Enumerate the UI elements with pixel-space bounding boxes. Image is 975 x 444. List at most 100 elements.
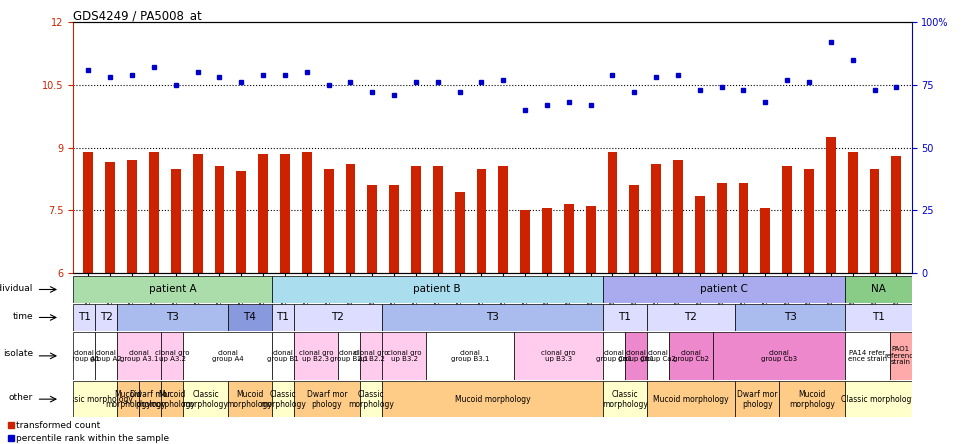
Text: Dwarf mor
phology: Dwarf mor phology	[737, 390, 777, 408]
Bar	[760, 208, 770, 273]
Bar	[735, 304, 845, 331]
Bar	[360, 381, 382, 417]
Bar	[171, 169, 180, 273]
Text: clonal
group A4: clonal group A4	[212, 349, 244, 362]
Text: clonal gro
up B3.3: clonal gro up B3.3	[541, 349, 576, 362]
Text: clonal
group Ca2: clonal group Ca2	[640, 349, 676, 362]
Bar	[826, 137, 836, 273]
Text: clonal
group Ca1: clonal group Ca1	[596, 349, 632, 362]
Bar	[96, 304, 117, 331]
Text: T3: T3	[486, 313, 499, 322]
Bar	[433, 166, 443, 273]
Bar	[272, 381, 293, 417]
Bar	[84, 152, 94, 273]
Text: T3: T3	[166, 313, 178, 322]
Bar	[214, 166, 224, 273]
Text: clonal gro
up B2.2: clonal gro up B2.2	[354, 349, 388, 362]
Bar	[227, 304, 272, 331]
Bar	[735, 381, 779, 417]
Bar	[673, 160, 682, 273]
Bar	[293, 332, 338, 380]
Bar	[847, 152, 858, 273]
Text: individual: individual	[0, 284, 33, 293]
Bar	[127, 160, 137, 273]
Text: transformed count: transformed count	[17, 421, 100, 430]
Bar	[870, 169, 879, 273]
Bar	[149, 152, 159, 273]
Bar	[477, 169, 487, 273]
Bar	[73, 276, 272, 303]
Text: Classic morphology: Classic morphology	[58, 395, 133, 404]
Text: clonal
group B3.1: clonal group B3.1	[451, 349, 489, 362]
Text: T1: T1	[78, 313, 91, 322]
Bar	[669, 332, 713, 380]
Bar	[272, 332, 293, 380]
Text: clonal gro
up A3.2: clonal gro up A3.2	[155, 349, 190, 362]
Bar	[105, 162, 115, 273]
Text: Dwarf mor
phology: Dwarf mor phology	[306, 390, 347, 408]
Bar	[258, 154, 268, 273]
Bar	[117, 304, 227, 331]
Bar	[804, 169, 814, 273]
Bar	[695, 196, 705, 273]
Bar	[368, 185, 377, 273]
Bar	[845, 332, 889, 380]
Bar	[454, 191, 464, 273]
Text: percentile rank within the sample: percentile rank within the sample	[17, 434, 170, 443]
Text: T3: T3	[784, 313, 797, 322]
Bar	[236, 170, 246, 273]
Bar	[293, 381, 360, 417]
Bar	[293, 304, 382, 331]
Text: Classic
morphology: Classic morphology	[182, 390, 228, 408]
Text: Mucoid morphology: Mucoid morphology	[653, 395, 728, 404]
Bar	[345, 164, 355, 273]
Bar	[739, 183, 749, 273]
Bar	[162, 381, 183, 417]
Bar	[162, 332, 183, 380]
Bar	[139, 381, 162, 417]
Text: clonal gro
up B2.3: clonal gro up B2.3	[298, 349, 333, 362]
Text: clonal
group Cb2: clonal group Cb2	[673, 349, 709, 362]
Text: patient C: patient C	[700, 285, 748, 294]
Bar	[603, 276, 845, 303]
Text: Mucoid
morphology: Mucoid morphology	[790, 390, 836, 408]
Text: clonal
group Cb3: clonal group Cb3	[761, 349, 798, 362]
Bar	[651, 164, 661, 273]
Text: T4: T4	[243, 313, 256, 322]
Bar	[389, 185, 399, 273]
Text: T1: T1	[618, 313, 631, 322]
Text: Mucoid
morphology: Mucoid morphology	[149, 390, 195, 408]
Bar	[360, 332, 382, 380]
Bar	[498, 166, 508, 273]
Text: Mucoid morphology: Mucoid morphology	[454, 395, 530, 404]
Bar	[603, 332, 625, 380]
Bar	[646, 332, 669, 380]
Text: other: other	[9, 393, 33, 402]
Bar	[117, 381, 139, 417]
Text: Dwarf mor
phology: Dwarf mor phology	[130, 390, 171, 408]
Bar	[646, 381, 735, 417]
Text: clonal
group B2.1: clonal group B2.1	[330, 349, 369, 362]
Text: Classic
morphology: Classic morphology	[602, 390, 647, 408]
Bar	[845, 381, 912, 417]
Bar	[891, 156, 901, 273]
Bar	[646, 304, 735, 331]
Bar	[302, 152, 312, 273]
Bar	[630, 185, 640, 273]
Bar	[717, 183, 726, 273]
Bar	[713, 332, 845, 380]
Bar	[324, 169, 333, 273]
Bar	[603, 381, 646, 417]
Bar	[338, 332, 360, 380]
Bar	[227, 381, 272, 417]
Bar	[542, 208, 552, 273]
Bar	[280, 154, 290, 273]
Text: patient B: patient B	[413, 285, 461, 294]
Bar	[272, 304, 293, 331]
Bar	[411, 166, 421, 273]
Bar	[426, 332, 515, 380]
Bar	[603, 304, 646, 331]
Text: T1: T1	[872, 313, 885, 322]
Bar	[515, 332, 603, 380]
Bar	[183, 332, 272, 380]
